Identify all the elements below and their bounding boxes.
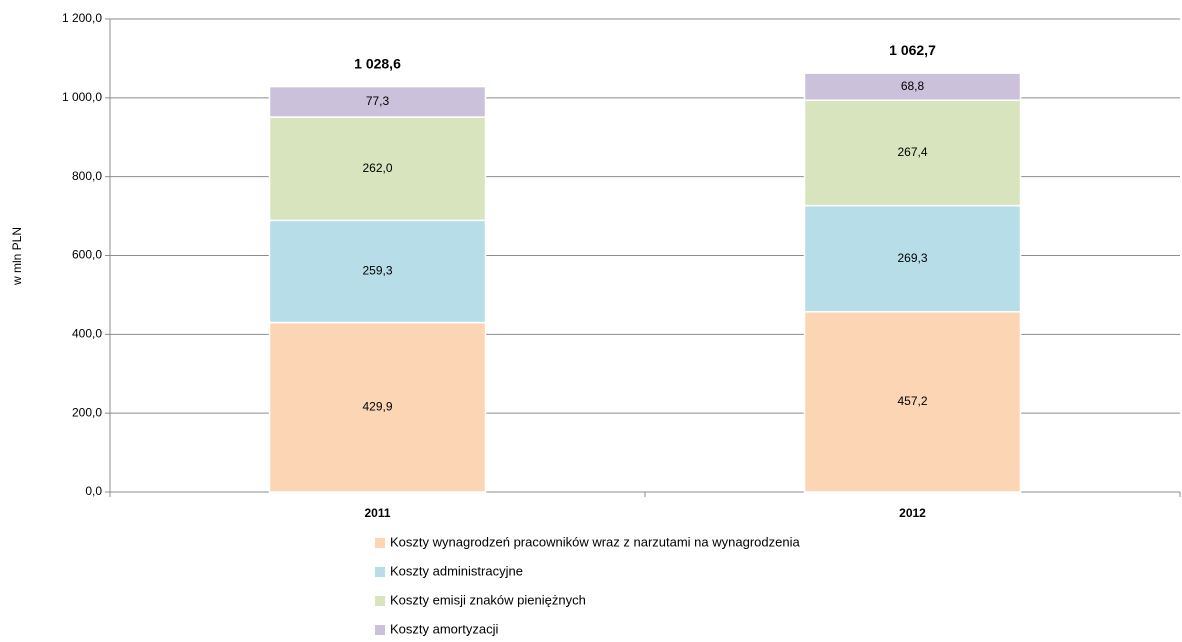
data-label: 77,3 [366,94,390,108]
legend-swatch [375,625,385,635]
legend-label: Koszty administracyjne [390,563,523,578]
x-tick-label: 2012 [899,506,926,520]
y-tick-label: 0,0 [85,484,102,498]
bar-segment [268,85,487,118]
legend-swatch [375,538,385,548]
bar-segment [803,311,1022,493]
y-axis-label: w mln PLN [10,227,24,286]
y-tick-label: 200,0 [72,405,102,419]
total-label: 1 062,7 [889,42,936,58]
y-tick-label: 1 200,0 [62,11,102,25]
data-label: 68,8 [901,79,925,93]
data-label: 457,2 [897,394,927,408]
y-tick-label: 600,0 [72,248,102,262]
y-tick-label: 800,0 [72,169,102,183]
bar-segment [803,204,1022,313]
data-label: 429,9 [362,399,392,413]
data-label: 262,0 [362,161,392,175]
legend-swatch [375,567,385,577]
x-tick-label: 2011 [364,506,390,520]
bar-segment [803,99,1022,207]
legend-label: Koszty wynagrodzeń pracowników wraz z na… [390,534,800,549]
y-tick-label: 400,0 [72,327,102,341]
data-label: 267,4 [897,145,927,159]
data-label: 269,3 [897,251,927,265]
total-label: 1 028,6 [354,55,401,71]
bar-segment [268,219,487,324]
legend-label: Koszty amortyzacji [390,621,498,636]
data-label: 259,3 [362,264,392,278]
bar-segment [803,72,1022,101]
legend-swatch [375,596,385,606]
legend-label: Koszty emisji znaków pieniężnych [390,592,586,607]
bar-segment [268,116,487,222]
y-tick-label: 1 000,0 [62,90,102,104]
